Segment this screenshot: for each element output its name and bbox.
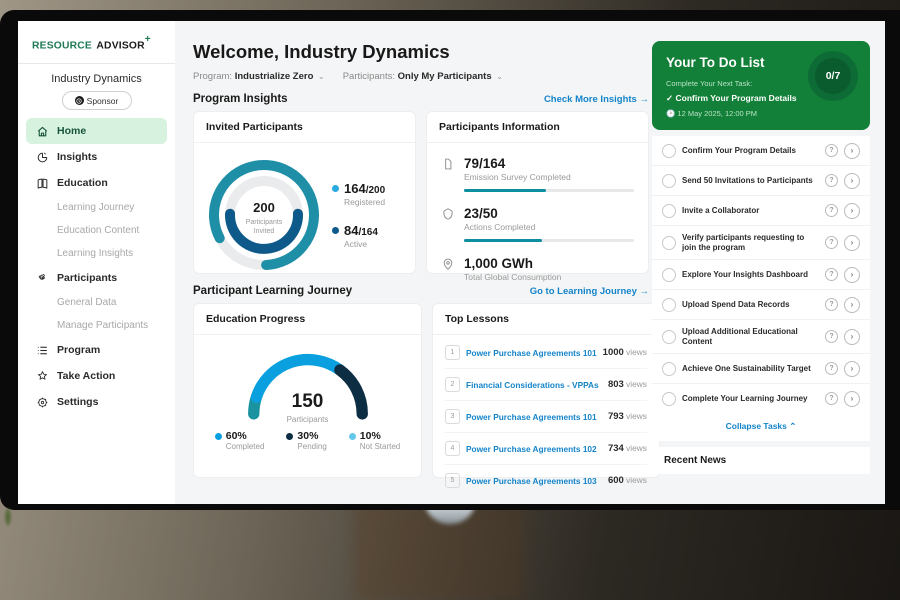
svg-text:200: 200	[253, 200, 275, 215]
svg-text:Participants: Participants	[246, 219, 283, 226]
svg-text:Invited: Invited	[254, 228, 275, 235]
